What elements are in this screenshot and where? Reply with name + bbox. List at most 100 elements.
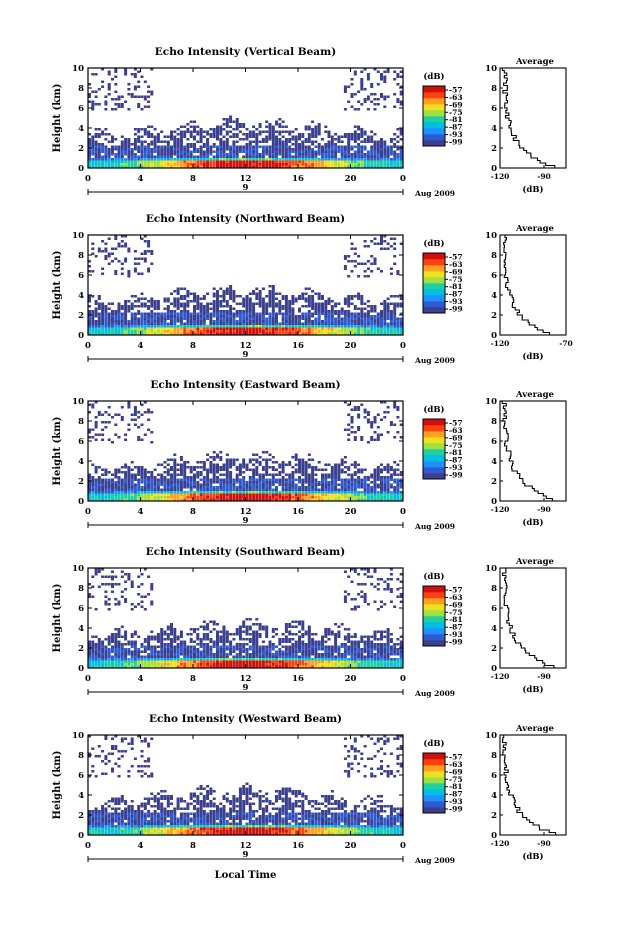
echo-cell: [311, 320, 315, 323]
echo-cell: [343, 155, 347, 158]
echo-cell: [275, 473, 278, 476]
echo-cell: [229, 317, 233, 320]
echo-cell: [373, 257, 377, 260]
echo-cell: [284, 300, 288, 303]
echo-cell: [104, 150, 108, 153]
echo-cell: [88, 320, 91, 323]
echo-cell: [147, 411, 151, 414]
echo-cell: [183, 658, 187, 661]
echo-cell: [343, 496, 347, 499]
echo-cell: [137, 466, 141, 469]
profile-y-tick-label: 10: [485, 397, 497, 407]
echo-cell: [219, 310, 223, 313]
echo-cell: [147, 143, 151, 146]
echo-cell: [383, 486, 387, 489]
echo-cell: [396, 493, 400, 496]
echo-cell: [343, 312, 347, 315]
echo-cell: [124, 163, 128, 166]
echo-cell: [183, 315, 187, 318]
echo-cell: [222, 143, 226, 146]
echo-cell: [380, 418, 383, 421]
echo-cell: [238, 315, 242, 318]
echo-cell: [317, 498, 321, 501]
echo-cell: [88, 297, 91, 300]
echo-cell: [288, 483, 292, 486]
echo-cell: [216, 463, 219, 466]
echo-cell: [252, 478, 256, 481]
echo-cell: [275, 123, 278, 126]
echo-cell: [393, 486, 397, 489]
echo-cell: [107, 608, 111, 611]
echo-cell: [88, 486, 91, 489]
echo-cell: [278, 327, 282, 330]
echo-cell: [337, 312, 341, 315]
echo-cell: [166, 638, 170, 641]
echo-cell: [235, 125, 239, 128]
echo-cell: [117, 320, 121, 323]
echo-cell: [353, 140, 357, 143]
echo-cell: [271, 305, 275, 308]
echo-cell: [107, 488, 111, 491]
echo-cell: [94, 438, 98, 441]
echo-cell: [193, 305, 196, 308]
echo-cell: [107, 330, 111, 333]
echo-cell: [127, 148, 131, 151]
echo-cell: [252, 290, 256, 293]
echo-cell: [193, 498, 196, 501]
echo-cell: [176, 287, 180, 290]
echo-cell: [150, 663, 154, 666]
echo-cell: [278, 463, 282, 466]
echo-cell: [245, 466, 249, 469]
echo-cell: [216, 320, 219, 323]
echo-cell: [330, 155, 334, 158]
echo-cell: [199, 297, 203, 300]
echo-cell: [140, 143, 144, 146]
echo-cell: [366, 78, 370, 81]
echo-cell: [225, 473, 229, 476]
echo-cell: [347, 163, 351, 166]
echo-cell: [163, 498, 167, 501]
echo-cell: [196, 466, 200, 469]
echo-cell: [137, 332, 141, 335]
echo-cell: [311, 325, 315, 328]
echo-cell: [127, 325, 131, 328]
echo-cell: [176, 330, 180, 333]
echo-cell: [334, 155, 338, 158]
echo-cell: [311, 471, 315, 474]
echo-cell: [311, 135, 315, 138]
echo-cell: [288, 473, 292, 476]
echo-cell: [245, 148, 249, 151]
echo-cell: [130, 461, 134, 464]
echo-cell: [334, 143, 338, 146]
echo-cell: [252, 488, 256, 491]
echo-cell: [196, 133, 200, 136]
echo-cell: [101, 68, 105, 71]
echo-cell: [216, 292, 219, 295]
echo-cell: [278, 163, 282, 166]
echo-cell: [176, 648, 180, 651]
echo-cell: [216, 317, 219, 320]
echo-cell: [271, 158, 275, 161]
echo-cell: [97, 486, 101, 489]
echo-cell: [327, 483, 331, 486]
echo-cell: [193, 476, 196, 479]
echo-cell: [107, 471, 111, 474]
echo-cell: [199, 310, 203, 313]
echo-cell: [117, 153, 121, 156]
echo-cell: [209, 496, 213, 499]
echo-cell: [271, 478, 275, 481]
echo-cell: [258, 327, 262, 330]
echo-cell: [370, 262, 374, 265]
echo-cell: [143, 488, 147, 491]
echo-cell: [179, 322, 183, 325]
echo-cell: [222, 150, 226, 153]
echo-cell: [396, 498, 400, 501]
echo-cell: [350, 322, 354, 325]
echo-cell: [229, 327, 233, 330]
echo-cell: [360, 493, 364, 496]
echo-cell: [107, 160, 111, 163]
echo-cell: [373, 237, 377, 240]
echo-cell: [261, 483, 265, 486]
echo-cell: [163, 466, 167, 469]
echo-cell: [193, 486, 196, 489]
